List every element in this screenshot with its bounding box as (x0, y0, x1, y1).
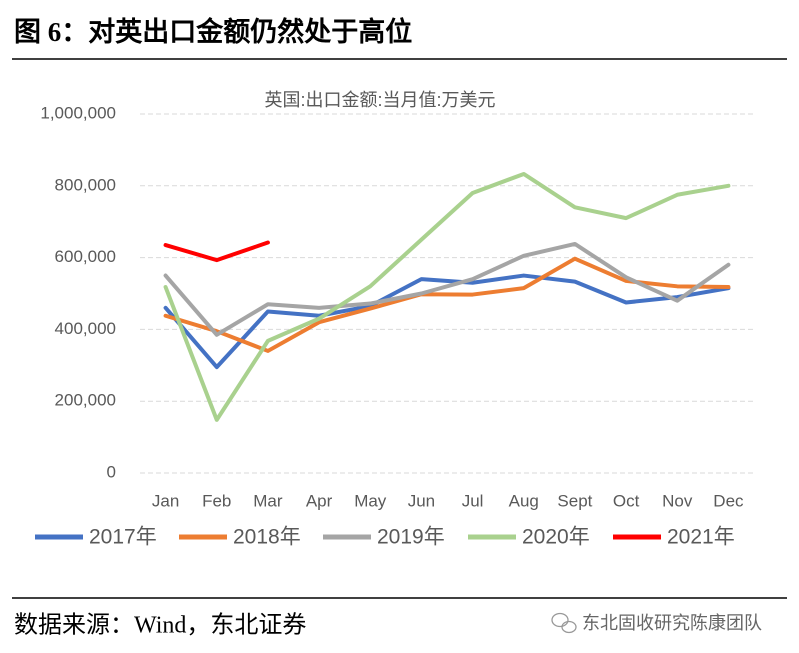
legend-label: 2020年 (522, 526, 590, 549)
y-tick-label: 400,000 (55, 319, 116, 338)
y-tick-label: 1,000,000 (40, 103, 116, 122)
x-tick-label: May (354, 491, 387, 510)
figure-title: 图 6：对英出口金额仍然处于高位 (14, 16, 412, 47)
legend-label: 2019年 (377, 526, 445, 549)
legend-label: 2018年 (233, 526, 301, 549)
x-tick-label: Sept (557, 491, 592, 510)
wechat-icon (551, 612, 577, 634)
y-tick-label: 0 (107, 462, 116, 481)
series-line (163, 273, 731, 370)
x-tick-label: Nov (662, 491, 693, 510)
x-tick-label: Jun (408, 491, 435, 510)
x-tick-label: Oct (613, 491, 640, 510)
x-tick-label: Dec (713, 491, 744, 510)
x-tick-label: Jul (462, 491, 484, 510)
series-line (163, 241, 731, 337)
series-line (163, 240, 270, 263)
y-tick-label: 600,000 (55, 247, 116, 266)
y-tick-label: 800,000 (55, 175, 116, 194)
legend-label: 2017年 (89, 526, 157, 549)
legend-label: 2021年 (667, 526, 735, 549)
x-tick-label: Mar (253, 491, 283, 510)
x-tick-label: Aug (509, 491, 539, 510)
x-tick-label: Feb (202, 491, 231, 510)
x-tick-label: Apr (306, 491, 333, 510)
series-line (163, 171, 731, 422)
source: 数据来源：Wind，东北证券 (14, 612, 306, 639)
y-tick-label: 200,000 (55, 391, 116, 410)
series-line (163, 256, 731, 353)
watermark: 东北固收研究陈康团队 (582, 613, 762, 633)
x-tick-label: Jan (152, 491, 179, 510)
chart-title: 英国:出口金额:当月值:万美元 (264, 90, 495, 110)
